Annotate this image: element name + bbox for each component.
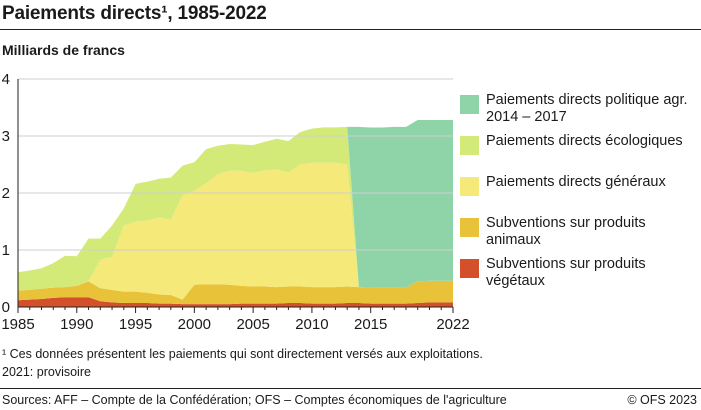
sources-divider — [0, 388, 701, 389]
y-tick-label: 4 — [2, 71, 10, 88]
x-tick-label: 2022 — [436, 316, 469, 333]
area-series-paiements-directs-generaux — [18, 162, 453, 300]
legend-item-produits-vegetaux: Subventions sur produits végétaux — [458, 256, 698, 297]
legend-item-politique-agr: Paiements directs politique agr. 2014 – … — [458, 92, 698, 133]
legend-label: Subventions sur produits végétaux — [486, 256, 646, 289]
footnote-1: ¹ Ces données présentent les paiements q… — [2, 347, 483, 361]
legend-swatch — [460, 177, 479, 196]
sources-text: Sources: AFF – Compte de la Confédératio… — [2, 393, 507, 407]
x-tick-label: 2015 — [354, 316, 387, 333]
legend-swatch — [460, 95, 479, 114]
x-tick-label: 2010 — [295, 316, 328, 333]
footnote-provisional: 2021: provisoire — [2, 365, 91, 379]
area-series-paiements-directs-politique-agr-2014-2017 — [18, 120, 453, 288]
legend-label: Paiements directs écologiques — [486, 133, 683, 149]
y-axis-unit-label: Milliards de francs — [2, 42, 125, 58]
area-series-subventions-sur-produits-vegetaux — [18, 297, 453, 307]
legend: Paiements directs politique agr. 2014 – … — [458, 92, 698, 297]
chart-title: Paiements directs¹, 1985-2022 — [2, 3, 267, 24]
area-series-subventions-sur-produits-animaux — [18, 280, 453, 305]
legend-item-generaux: Paiements directs généraux — [458, 174, 698, 215]
legend-item-produits-animaux: Subventions sur produits animaux — [458, 215, 698, 256]
x-tick-label: 1990 — [60, 316, 93, 333]
title-divider — [0, 29, 701, 30]
legend-label: Paiements directs politique agr. 2014 – … — [486, 92, 688, 125]
x-tick-label: 1995 — [119, 316, 152, 333]
x-tick-label: 1985 — [1, 316, 34, 333]
legend-label: Subventions sur produits animaux — [486, 215, 646, 248]
x-tick-label: 2005 — [236, 316, 269, 333]
legend-swatch — [460, 218, 479, 237]
copyright-text: © OFS 2023 — [627, 393, 697, 407]
y-tick-label: 2 — [2, 185, 10, 202]
y-tick-label: 3 — [2, 128, 10, 145]
legend-item-ecologiques: Paiements directs écologiques — [458, 133, 698, 174]
y-tick-label: 0 — [2, 299, 10, 316]
legend-swatch — [460, 259, 479, 278]
x-tick-label: 2000 — [178, 316, 211, 333]
legend-swatch — [460, 136, 479, 155]
area-series-paiements-directs-ecologiques — [18, 126, 453, 291]
legend-label: Paiements directs généraux — [486, 174, 666, 190]
y-tick-label: 1 — [2, 242, 10, 259]
area-chart: 0 1 2 3 4 1985 1990 1995 2000 2005 2010 2015 2022 — [1, 71, 469, 333]
